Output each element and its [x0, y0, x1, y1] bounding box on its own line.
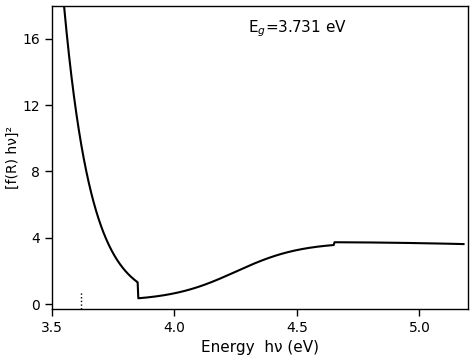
X-axis label: Energy  hν (eV): Energy hν (eV): [201, 340, 319, 356]
Text: E$_g$=3.731 eV: E$_g$=3.731 eV: [248, 19, 347, 39]
Y-axis label: [f(R) hν]²: [f(R) hν]²: [6, 126, 19, 189]
